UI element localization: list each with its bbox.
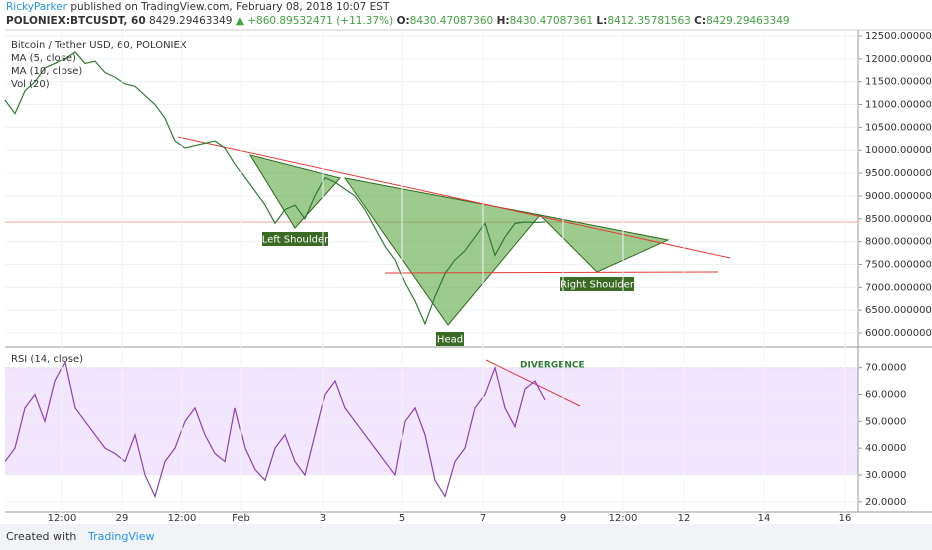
y-tick-label: 20.0000 (865, 497, 906, 508)
indicator: Vol (20) (11, 79, 50, 90)
y-tick-label: 10000.00000000 (865, 145, 932, 156)
x-tick-label: 29 (116, 513, 129, 524)
trend-line (177, 136, 731, 259)
open-label: O: (396, 15, 410, 27)
y-tick-label: 12500.00000000 (865, 31, 932, 42)
y-tick-label: 60.0000 (865, 389, 906, 400)
symbol: POLONIEX:BTCUSDT, 60 (6, 15, 146, 27)
price-line (4, 360, 546, 499)
close-label: C: (694, 15, 707, 27)
y-tick-label: 11000.00000000 (865, 100, 932, 111)
x-tick-label: 16 (839, 513, 852, 524)
x-tick-label: 12 (678, 513, 691, 524)
y-tick-label: 70.0000 (865, 363, 906, 374)
label-box (560, 277, 634, 291)
low-label: L: (596, 15, 608, 27)
y-tick-label: 10500.00000000 (865, 122, 932, 133)
y-tick-label: 30.0000 (865, 470, 906, 481)
footer: Created with TradingView (0, 524, 932, 550)
annotation: Right Shoulder (560, 280, 635, 291)
x-tick-label: 12:00 (168, 513, 197, 524)
chart: Left Shoulder Head Right Shoulder DIVERG… (4, 29, 932, 524)
created: Created with (6, 530, 77, 543)
x-tick-label: 12:00 (48, 513, 77, 524)
indicator: MA (10, close) (11, 66, 82, 77)
indicator: MA (5, close) (11, 53, 76, 64)
last: 8429.29463349 (148, 15, 233, 27)
change: ▲ +860.89532471 (+11.37%) (235, 15, 394, 27)
x-tick-label: 5 (399, 513, 405, 524)
chart-title: Bitcoin / Tether USD, 60, POLONIEX (11, 40, 187, 51)
y-tick-label: 9000.00000000 (865, 191, 932, 202)
y-tick-label: 6500.00000000 (865, 305, 932, 316)
x-tick-label: Feb (232, 513, 250, 524)
x-tick-label: 14 (758, 513, 771, 524)
right-shoulder-shape (538, 214, 670, 273)
y-tick-label: 8500.00000000 (865, 214, 932, 225)
y-tick-label: 9500.00000000 (865, 168, 932, 179)
publisher[interactable]: RickyParker (6, 1, 68, 13)
chart-title: RSI (14, close) (11, 354, 83, 365)
y-tick-label: 7000.00000000 (865, 282, 932, 293)
y-tick-label: 6000.00000000 (865, 328, 932, 339)
published: published on TradingView.com, February 0… (70, 1, 390, 13)
high: 8430.47087361 (509, 15, 594, 27)
y-tick-label: 11500.00000000 (865, 77, 932, 88)
price-line (4, 51, 546, 326)
left-shoulder-shape (248, 154, 341, 229)
close: 8429.29463349 (706, 15, 790, 27)
annotation: Head (437, 335, 463, 346)
y-tick-label: 12000.00000000 (865, 54, 932, 65)
label-box (436, 332, 464, 346)
label-box (262, 232, 328, 246)
high-label: H: (496, 15, 510, 27)
annotation: DIVERGENCE (520, 361, 585, 371)
x-tick-label: 9 (560, 513, 566, 524)
y-tick-label: 8000.00000000 (865, 237, 932, 248)
brand[interactable]: TradingView (88, 530, 155, 543)
quote-line: POLONIEX:BTCUSDT, 60 8429.29463349 ▲ +86… (6, 15, 790, 27)
x-tick-label: 12:00 (609, 513, 638, 524)
publish-line: RickyParker published on TradingView.com… (6, 1, 389, 13)
low: 8412.35781563 (607, 15, 691, 27)
head-shape (343, 177, 541, 326)
annotation: Left Shoulder (262, 235, 329, 246)
neckline (384, 271, 719, 274)
x-tick-label: 7 (480, 513, 486, 524)
y-tick-label: 7500.00000000 (865, 259, 932, 270)
y-tick-label: 40.0000 (865, 443, 906, 454)
y-tick-label: 50.0000 (865, 416, 906, 427)
open: 8430.47087360 (409, 15, 494, 27)
x-tick-label: 3 (320, 513, 326, 524)
